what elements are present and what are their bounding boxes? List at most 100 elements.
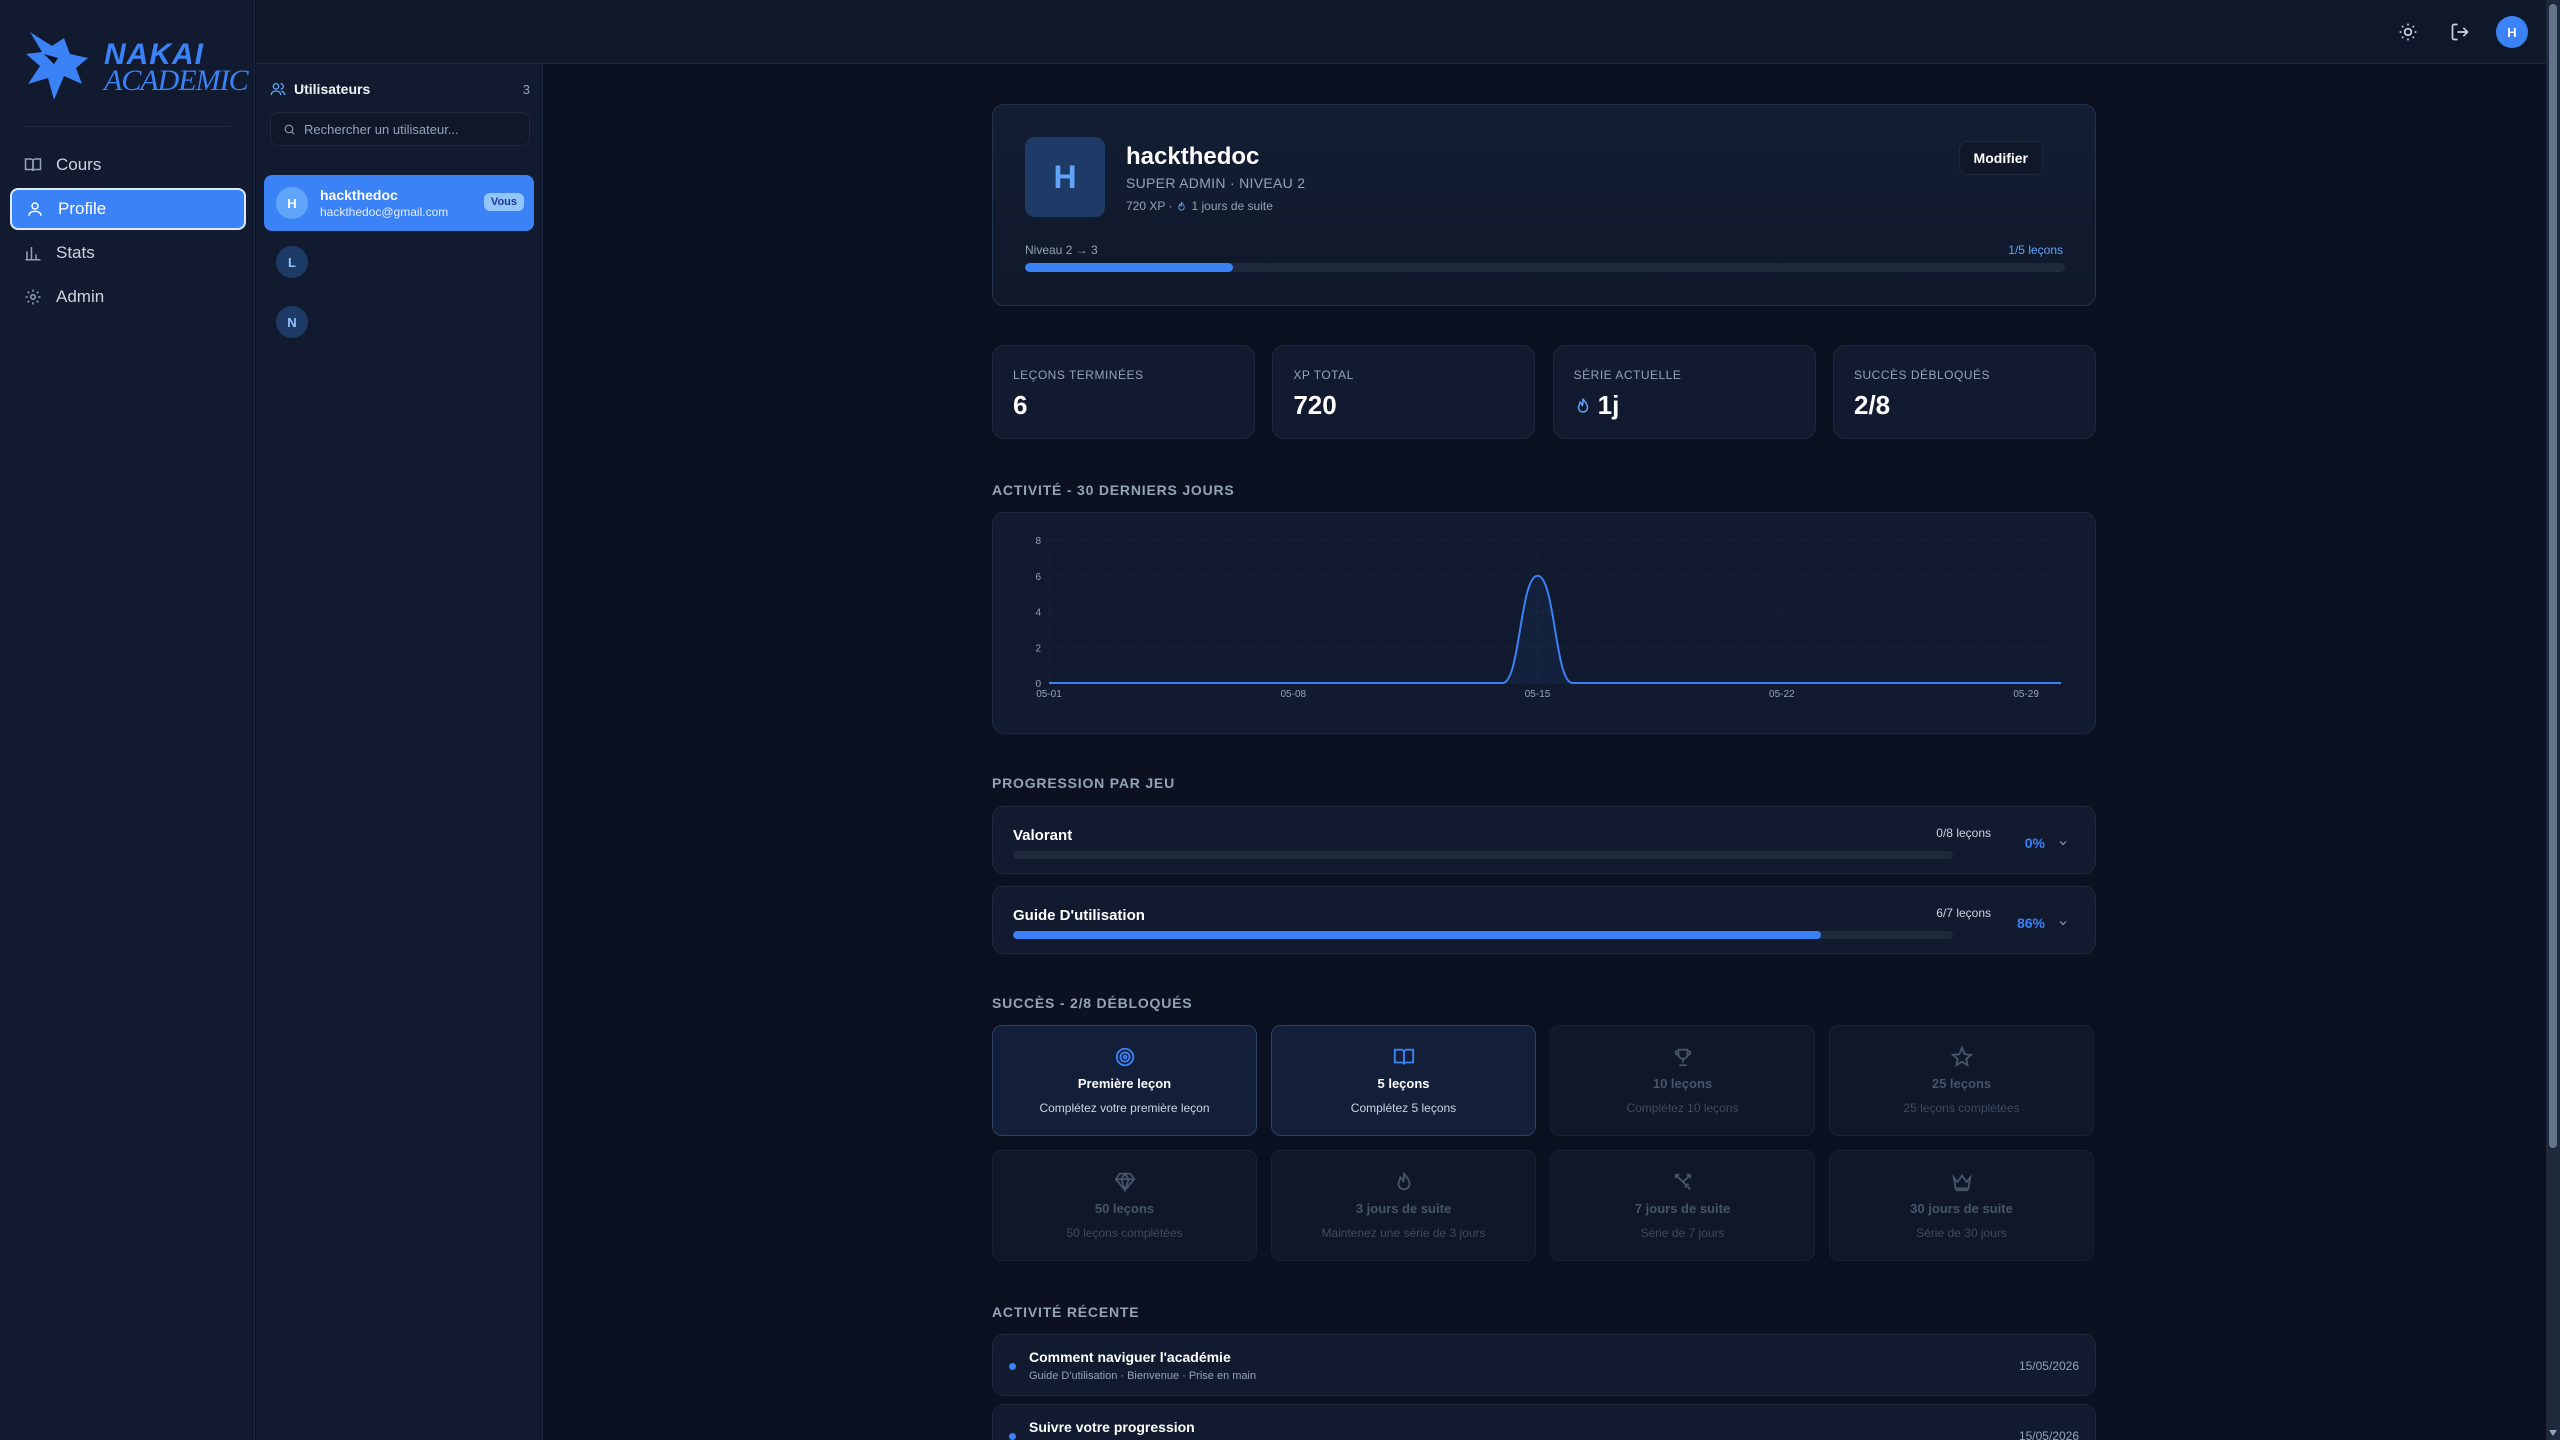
user-search[interactable]	[270, 112, 530, 146]
main-nav: Cours Profile Stats Admin	[10, 144, 246, 320]
theme-toggle-button[interactable]	[2392, 16, 2424, 48]
nav-item-profile[interactable]: Profile	[10, 188, 246, 230]
achievement-title: 3 jours de suite	[1355, 1201, 1452, 1216]
achievement-30-day-streak: 30 jours de suite Série de 30 jours	[1829, 1150, 2094, 1261]
brand-wordmark: NAKAI ACADEMIC	[104, 40, 249, 97]
achievement-title: 10 leçons	[1652, 1076, 1713, 1091]
target-icon	[1115, 1047, 1134, 1067]
you-badge: Vous	[483, 193, 524, 211]
logout-button[interactable]	[2444, 16, 2476, 48]
user-search-input[interactable]	[304, 121, 514, 137]
level-progress-bar	[1025, 263, 2065, 272]
achievement-3-day-streak: 3 jours de suite Maintenez une série de …	[1271, 1150, 1536, 1261]
stat-value: 1j	[1597, 390, 1620, 420]
achievement-desc: Complétez 5 leçons	[1350, 1101, 1457, 1115]
achievement-desc: Maintenez une série de 3 jours	[1321, 1226, 1486, 1240]
x-tick-label: 05-01	[1036, 689, 1062, 700]
y-tick-label: 6	[1035, 572, 1041, 583]
stat-xp-total: XP total 720	[1272, 345, 1536, 439]
nav-item-admin[interactable]: Admin	[10, 276, 246, 318]
achievements-grid: Première leçon Complétez votre première …	[992, 1025, 2096, 1261]
recent-date: 15/05/2026	[2018, 1359, 2079, 1373]
level-label: Niveau 2 → 3	[1025, 243, 1098, 257]
scroll-thumb[interactable]	[2549, 4, 2557, 1148]
achievement-desc: Complétez votre première leçon	[1039, 1101, 1210, 1115]
sun-icon	[2399, 23, 2417, 41]
nav-item-cours[interactable]: Cours	[10, 144, 246, 186]
flame-icon	[1397, 1172, 1410, 1191]
achievement-5-lessons: 5 leçons Complétez 5 leçons	[1271, 1025, 1536, 1136]
flame-icon	[1178, 201, 1186, 211]
stats-row: Leçons terminées 6 XP total 720 Série ac…	[992, 345, 2096, 439]
stat-value: 2/8	[1853, 390, 1891, 420]
user-row-hackthedoc[interactable]: H hackthedoc hackthedoc@gmail.com Vous	[264, 175, 534, 231]
activity-section-title: Activité - 30 derniers jours	[992, 482, 1235, 498]
stat-achievements: Succès débloqués 2/8	[1832, 345, 2096, 439]
gear-icon	[25, 289, 41, 305]
user-icon	[28, 202, 42, 216]
profile-xp: 720 XP ·	[1126, 199, 1173, 213]
achievements-section-title: Succès - 2/8 débloqués	[992, 995, 1193, 1011]
achievement-title: 50 leçons	[1094, 1201, 1155, 1216]
topbar: H	[256, 0, 2546, 64]
game-name: Valorant	[1013, 827, 1073, 844]
achievement-title: 25 leçons	[1931, 1076, 1992, 1091]
stat-lessons-done: Leçons terminées 6	[992, 345, 1255, 439]
nav-item-stats[interactable]: Stats	[10, 232, 246, 274]
users-icon	[270, 83, 286, 96]
user-avatar[interactable]: H	[2496, 16, 2528, 48]
level-progress-label: 1/5 leçons	[2008, 243, 2063, 257]
recent-item[interactable]: Suivre votre progression 15/05/2026	[992, 1404, 2096, 1440]
avatar: N	[276, 306, 308, 338]
y-tick-label: 0	[1035, 679, 1041, 690]
level-progress-fill	[1025, 263, 1233, 272]
avatar: H	[276, 187, 308, 219]
achievement-first-lesson: Première leçon Complétez votre première …	[992, 1025, 1257, 1136]
achievement-desc: Complétez 10 leçons	[1626, 1101, 1739, 1115]
nav-label: Profile	[58, 199, 107, 218]
achievement-desc: 25 leçons complétées	[1903, 1101, 2020, 1115]
activity-chart: 0 2 4 6 8 05-01 05-08 05-15 05-22 05-29	[992, 512, 2096, 734]
users-panel-title: Utilisateurs	[294, 81, 371, 97]
user-row-l[interactable]: L	[264, 234, 534, 290]
game-progress-fill	[1013, 931, 1822, 939]
trophy-icon	[1674, 1048, 1691, 1067]
user-name: hackthedoc	[320, 187, 398, 203]
swords-icon	[1674, 1173, 1691, 1190]
chevron-down-icon[interactable]	[2057, 917, 2069, 929]
game-row-guide[interactable]: Guide D'utilisation 6/7 leçons 86%	[992, 886, 2096, 954]
logout-icon	[2451, 23, 2469, 41]
profile-meta: 720 XP · 1 jours de suite	[1126, 199, 1273, 213]
game-lesson-count: 0/8 leçons	[1936, 826, 1991, 840]
brand-logo[interactable]: NAKAI ACADEMIC	[24, 24, 249, 106]
profile-streak: 1 jours de suite	[1191, 199, 1273, 213]
nav-label: Cours	[56, 155, 102, 174]
y-tick-label: 8	[1035, 536, 1041, 547]
brand-line2: ACADEMIC	[104, 64, 249, 97]
game-percent: 0%	[2024, 835, 2045, 851]
achievement-7-day-streak: 7 jours de suite Série de 7 jours	[1550, 1150, 1815, 1261]
game-progress-bar	[1013, 931, 1953, 939]
achievement-title: 30 jours de suite	[1910, 1201, 2013, 1216]
star-icon	[1950, 1046, 1973, 1068]
x-tick-label: 05-08	[1280, 689, 1306, 700]
profile-name: hackthedoc	[1126, 143, 1260, 170]
diamond-icon	[1114, 1172, 1135, 1193]
user-row-n[interactable]: N	[264, 294, 534, 350]
modify-button[interactable]: Modifier	[1958, 141, 2043, 175]
y-tick-label: 2	[1035, 643, 1041, 654]
achievement-desc: 50 leçons complétées	[1066, 1226, 1183, 1240]
stat-current-streak: Série actuelle 1j	[1552, 345, 1816, 439]
recent-item[interactable]: Comment naviguer l'académie Guide D'util…	[992, 1334, 2096, 1396]
page-scrollbar[interactable]	[2546, 0, 2560, 1440]
profile-role: SUPER ADMIN · NIVEAU 2	[1126, 175, 1306, 191]
game-progress-bar	[1013, 851, 1953, 859]
scroll-down-arrow[interactable]	[2549, 1430, 2557, 1436]
chevron-down-icon[interactable]	[2057, 837, 2069, 849]
game-row-valorant[interactable]: Valorant 0/8 leçons 0%	[992, 806, 2096, 874]
x-tick-label: 05-22	[1769, 689, 1795, 700]
game-percent: 86%	[2016, 915, 2045, 931]
user-email: hackthedoc@gmail.com	[320, 205, 449, 219]
game-lesson-count: 6/7 leçons	[1936, 906, 1991, 920]
y-tick-label: 4	[1035, 608, 1041, 619]
